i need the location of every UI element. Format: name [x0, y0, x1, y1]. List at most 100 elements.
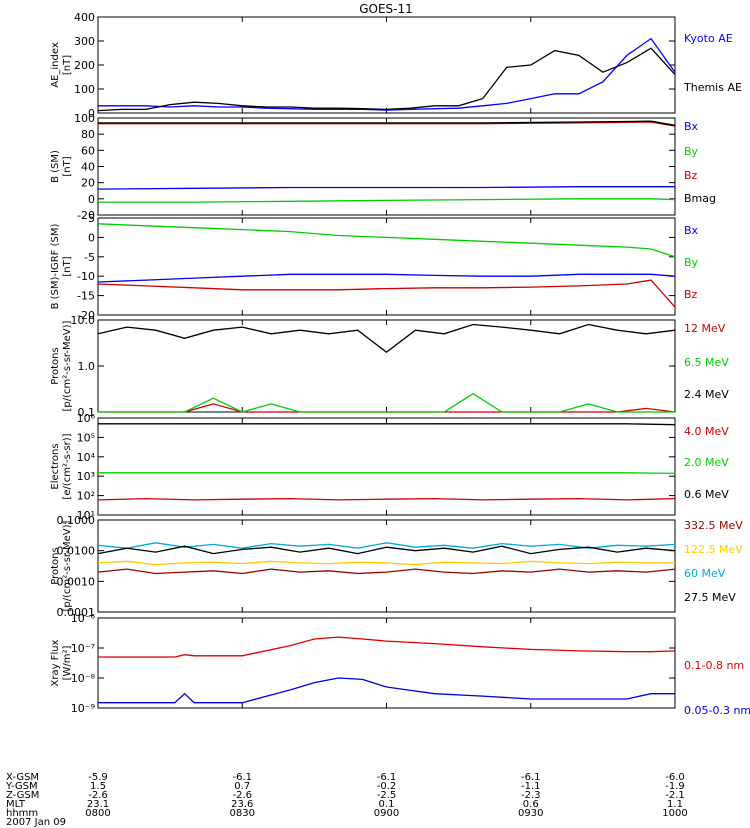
legend-entry: Bx [684, 120, 699, 133]
panel-5: 10¹ 10² 10³ 10⁴ 10⁵ 10⁶ Electrons [e/(cm²-s-sr)… [50, 412, 729, 522]
series-line [98, 198, 676, 203]
footer-column-0900: -6.1 -0.2 -2.5 0.1 0900 [357, 772, 417, 819]
series-line [98, 37, 676, 111]
y-axis-label: B (SM) [50, 150, 61, 183]
series-line [97, 497, 676, 501]
footer-columns: -5.9 1.5 -2.6 23.1 0800 -6.1 0.7 -2.6 23.6 0830 -6… [6, 772, 746, 819]
legend-entry: Bx [684, 224, 699, 237]
legend-entry: Bmag [684, 192, 716, 205]
panel-1: 0 100 200 300 400 AE_index [nT] GOES-11 Kyoto AE… [50, 2, 742, 120]
y-tick-label: 5 [88, 212, 95, 225]
footer-value-y-gsm: 0.7 [234, 781, 251, 792]
y-tick-label: 0.0001 [57, 606, 96, 619]
series-line [98, 636, 676, 658]
footer-column-1000: -6.0 -1.9 -2.1 1.1 1000 [645, 772, 705, 819]
y-axis-label: [nT] [62, 55, 73, 75]
panel-frame [97, 519, 676, 613]
panel-frame [97, 417, 676, 516]
chart-title: GOES-11 [359, 2, 413, 16]
y-tick-label: 10.0 [71, 314, 96, 327]
legend-entry: 6.5 MeV [684, 356, 729, 369]
panel-3: -20 -15 -10 -5 0 5 B (SM)-IGRF (SM) [nT] Bx By Bz [50, 212, 699, 322]
y-tick-label: -15 [77, 290, 95, 303]
legend-entry: Bz [684, 169, 698, 182]
series-line [97, 568, 676, 575]
footer-value-hhmm: 0930 [518, 808, 544, 819]
panel-6: 0.0001 0.0010 0.0100 0.1000 Protons [p/(cm²-s… [50, 514, 743, 619]
series-line [97, 223, 676, 258]
series-line [98, 472, 676, 475]
footer-value-z-gsm: -2.1 [665, 790, 685, 801]
legend-entry: 4.0 MeV [684, 425, 729, 438]
panel-frame [97, 319, 676, 413]
series-line [98, 423, 676, 426]
y-tick-label: 100 [74, 83, 95, 96]
legend-entry: 60 MeV [684, 567, 726, 580]
legend-entry: Kyoto AE [684, 32, 733, 45]
footer-value-z-gsm: -2.6 [88, 790, 108, 801]
y-tick-label: -20 [77, 309, 95, 322]
y-tick-label: 0.0010 [57, 575, 96, 588]
y-axis-label: [nT] [62, 256, 73, 276]
footer-value-x-gsm: -6.0 [665, 772, 685, 783]
y-tick-label: 10⁴ [77, 451, 96, 464]
y-axis-label: Protons [50, 547, 61, 584]
y-tick-label: 60 [81, 144, 95, 157]
y-tick-label: 10¹ [77, 509, 95, 522]
panel-frame [97, 16, 676, 114]
y-tick-label: 0.1 [78, 406, 96, 419]
legend-entry: 2.0 MeV [684, 456, 729, 469]
footer-label-mlt: MLT [6, 799, 25, 810]
y-axis-label: AE_index [50, 42, 61, 88]
panel-7: 10⁻⁹ 10⁻⁸ 10⁻⁷ 10⁻⁶ Xray Flux [W/m²] 0.1-0.8 n… [50, 612, 750, 717]
legend-entry: Bz [684, 288, 698, 301]
y-tick-label: 10⁵ [77, 431, 95, 444]
legend-entry: 332.5 MeV [684, 519, 743, 532]
y-tick-label: 0 [88, 193, 95, 206]
y-tick-label: 80 [81, 128, 95, 141]
footer-label-hhmm: hhmm [6, 808, 39, 819]
y-axis-label: [p/(cm²-s-sr-MeV)] [62, 320, 73, 411]
series-line [97, 323, 676, 354]
y-tick-label: -10 [77, 270, 95, 283]
legend-entry: 0.05-0.3 nm [684, 704, 750, 717]
y-tick-label: 10³ [77, 470, 95, 483]
y-tick-label: 1.0 [78, 360, 96, 373]
series-line [98, 121, 676, 127]
footer-label-x-gsm: X-GSM [6, 772, 40, 783]
y-tick-label: 300 [74, 35, 95, 48]
footer-value-mlt: 0.6 [522, 799, 539, 810]
footer-value-z-gsm: -2.5 [376, 790, 397, 801]
y-tick-label: 0.1000 [57, 514, 96, 527]
footer-value-x-gsm: -5.9 [88, 772, 108, 783]
series-line [98, 120, 676, 126]
y-tick-label: 200 [74, 59, 95, 72]
footer-value-mlt: 0.1 [378, 799, 395, 810]
y-tick-label: 10⁻⁷ [71, 642, 95, 655]
y-axis-label: Protons [50, 347, 61, 384]
y-tick-label: 20 [81, 177, 95, 190]
footer-value-x-gsm: -6.1 [232, 772, 252, 783]
series-line [97, 279, 676, 308]
footer-value-hhmm: 0800 [85, 808, 111, 819]
series-line [98, 677, 675, 704]
footer-label-z-gsm: Z-GSM [6, 790, 40, 801]
footer-value-hhmm: 1000 [662, 808, 688, 819]
panel-4: 0.1 1.0 10.0 Protons [p/(cm²-s-sr-MeV)] 12 Me… [50, 314, 729, 419]
legend-entry: 122.5 MeV [684, 543, 743, 556]
panel-2: -20 0 20 40 60 80 100 B (SM) [nT] Bx By Bz Bmag [50, 112, 716, 222]
footer-value-x-gsm: -6.1 [376, 772, 397, 783]
series-line [97, 545, 676, 555]
legend-entry: 0.1-0.8 nm [684, 659, 744, 672]
series-line [97, 186, 675, 190]
legend-entry: Themis AE [683, 81, 742, 94]
y-axis-label: [p/(cm²-s-sr-MeV)] [62, 520, 73, 611]
y-tick-label: 100 [74, 112, 95, 125]
y-tick-label: 10⁻⁹ [71, 702, 95, 715]
y-tick-label: 400 [74, 11, 95, 24]
footer-value-y-gsm: -0.2 [376, 781, 397, 792]
footer-column-0930: -6.1 -1.1 -2.3 0.6 0930 [501, 773, 561, 819]
footer-value-y-gsm: -1.1 [520, 781, 541, 792]
y-axis-label: [W/m²] [62, 645, 73, 680]
series-line [97, 47, 676, 112]
